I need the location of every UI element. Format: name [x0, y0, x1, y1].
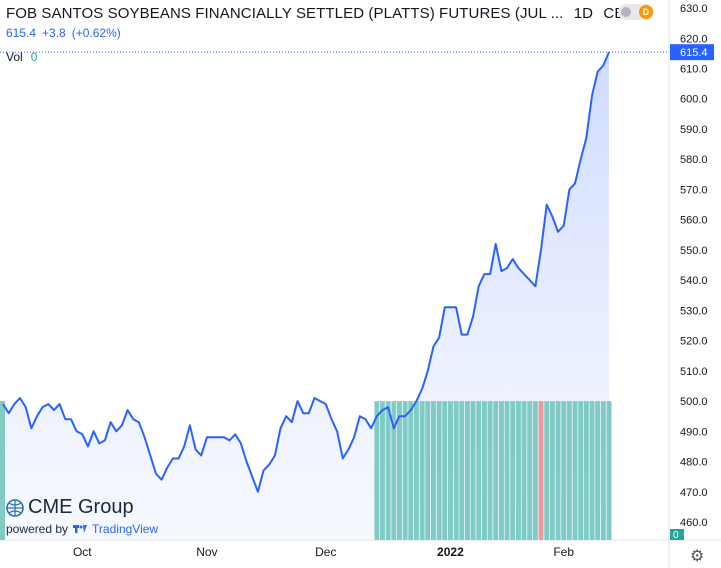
volume-tag [670, 529, 684, 540]
volume-bar [436, 401, 442, 540]
volume-bar [493, 401, 499, 540]
y-tick-label: 560.0 [680, 215, 708, 227]
volume-bar [374, 401, 380, 540]
gear-icon[interactable]: ⚙ [690, 548, 705, 565]
volume-bar [385, 401, 391, 540]
volume-bar [606, 401, 612, 540]
volume-bar [595, 401, 601, 540]
quote-line: 615.4 +3.8 (+0.62%) [6, 26, 127, 40]
interval-label[interactable]: 1D [573, 5, 594, 22]
volume-bar [431, 401, 436, 540]
volume-bar [589, 401, 595, 540]
y-tick-label: 570.0 [680, 184, 708, 196]
volume-bar [397, 401, 402, 540]
y-tick-label: 500.0 [680, 396, 708, 408]
y-tick-label: 470.0 [680, 487, 708, 499]
volume-bar [561, 401, 567, 540]
volume-bar [510, 401, 516, 540]
volume-bar [499, 401, 504, 540]
y-tick-label: 460.0 [680, 517, 708, 529]
price-line [2, 51, 610, 493]
x-tick-label: Feb [553, 545, 574, 559]
volume-bar [408, 401, 414, 540]
volume-bar [516, 401, 521, 540]
provider-text: TradingView [92, 522, 159, 536]
volume-bar [380, 401, 385, 540]
y-tick-label: 630.0 [680, 3, 708, 15]
volume-bar [391, 401, 397, 540]
volume-value: 0 [30, 50, 38, 64]
cme-globe-icon [6, 498, 24, 517]
price-change-pct: (+0.62%) [71, 26, 121, 40]
volume-bar [566, 401, 572, 540]
volume-label: Vol [6, 50, 23, 64]
y-tick-label: 490.0 [680, 426, 708, 438]
symbol-title[interactable]: FOB SANTOS SOYBEANS FINANCIALLY SETTLED … [6, 5, 637, 22]
volume-bar [555, 401, 561, 540]
x-tick-label: 2022 [437, 545, 464, 559]
volume-bar [419, 401, 425, 540]
y-tick-label: 480.0 [680, 457, 708, 469]
y-tick-label: 520.0 [680, 336, 708, 348]
volume-bar [487, 401, 493, 540]
toggle-off-icon [621, 7, 631, 17]
volume-bar [538, 401, 544, 540]
y-tick-label: 600.0 [680, 94, 708, 106]
last-price-tag [670, 44, 714, 61]
volume-bar [578, 401, 584, 540]
volume-bar [532, 401, 538, 540]
volume-tag-label: 0 [673, 530, 679, 541]
volume-bar [459, 401, 465, 540]
cme-logo-text: CME Group [28, 496, 134, 518]
y-tick-label: 590.0 [680, 124, 708, 136]
last-price-tag-label: 615.4 [680, 47, 708, 59]
adjustment-toggle[interactable]: D [618, 4, 654, 20]
y-tick-label: 550.0 [680, 245, 708, 257]
y-tick-label: 540.0 [680, 275, 708, 287]
cme-logo[interactable]: CME Group powered by TradingView [6, 496, 158, 536]
x-tick-label: Dec [315, 545, 336, 559]
last-price: 615.4 [6, 26, 37, 40]
volume-legend: Vol 0 [6, 50, 37, 64]
toggle-d-icon: D [639, 5, 653, 19]
y-tick-label: 530.0 [680, 305, 708, 317]
tradingview-icon [73, 525, 88, 533]
price-change: +3.8 [42, 26, 66, 40]
volume-bar [470, 401, 476, 540]
volume-bar [425, 401, 431, 540]
volume-bar [442, 401, 448, 540]
volume-bar [482, 401, 487, 540]
title-text: FOB SANTOS SOYBEANS FINANCIALLY SETTLED … [6, 5, 564, 22]
volume-bar [402, 401, 408, 540]
volume-bar [572, 401, 578, 540]
volume-bar [583, 401, 589, 540]
volume-bar [527, 401, 533, 540]
x-tick-label: Nov [196, 545, 217, 559]
y-tick-label: 510.0 [680, 366, 708, 378]
volume-bar [0, 401, 5, 540]
powered-by-text: powered by [6, 522, 69, 536]
volume-bar [453, 401, 459, 540]
y-tick-label: 580.0 [680, 154, 708, 166]
y-tick-label: 610.0 [680, 64, 708, 76]
x-tick-label: Oct [73, 545, 92, 559]
volume-bar [549, 401, 555, 540]
volume-bar [521, 401, 527, 540]
volume-bar [476, 401, 482, 540]
volume-bar [465, 401, 470, 540]
volume-bar [544, 401, 550, 540]
y-tick-label: 620.0 [680, 33, 708, 45]
volume-bar [504, 401, 510, 540]
volume-bar [600, 401, 606, 540]
volume-bar [414, 401, 419, 540]
volume-bar [448, 401, 453, 540]
